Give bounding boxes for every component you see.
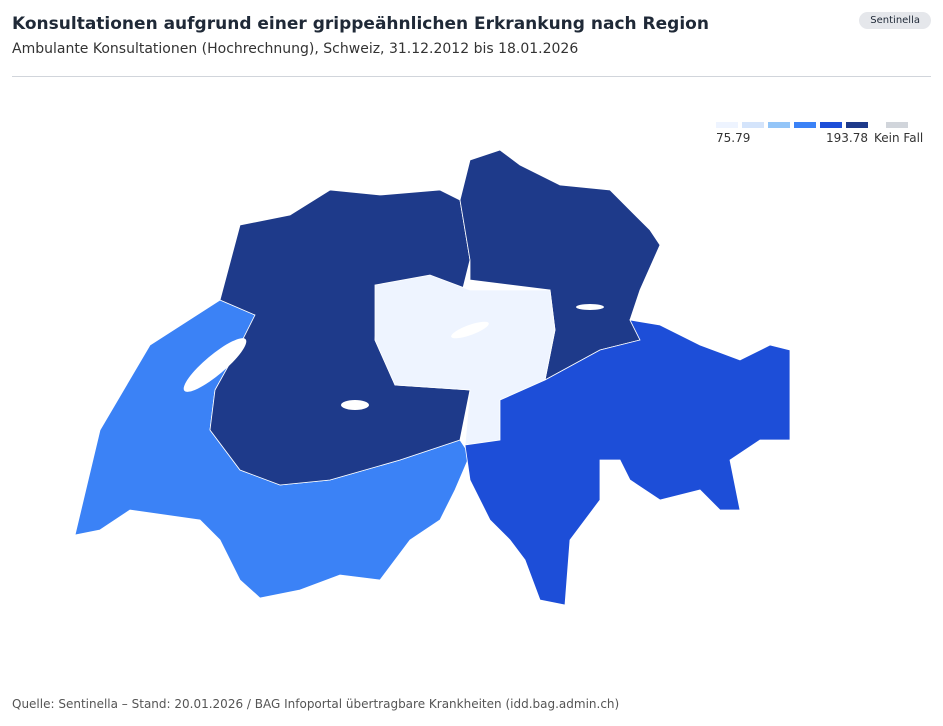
legend-swatch — [742, 122, 764, 128]
legend-swatch — [794, 122, 816, 128]
region — [464, 319, 791, 606]
legend-label: 193.78 — [826, 131, 868, 145]
legend-swatch — [820, 122, 842, 128]
badge: Sentinella — [859, 12, 931, 29]
legend-swatch — [846, 122, 868, 128]
legend-label: 75.79 — [716, 131, 750, 145]
subtitle: Ambulante Konsultationen (Hochrechnung),… — [12, 41, 579, 57]
legend-label: Kein Fall — [874, 131, 923, 145]
legend-swatch — [716, 122, 738, 128]
lake — [576, 304, 604, 310]
title: Konsultationen aufgrund einer grippeähnl… — [12, 14, 709, 34]
region — [459, 149, 661, 381]
divider — [12, 76, 931, 77]
map: 75.79 193.78 Kein Fall — [74, 122, 923, 606]
legend-swatch — [886, 122, 908, 128]
lake — [183, 338, 247, 392]
lake — [451, 321, 489, 339]
lake — [341, 400, 369, 410]
legend-swatch — [768, 122, 790, 128]
source: Quelle: Sentinella – Stand: 20.01.2026 /… — [12, 697, 620, 711]
legend: 75.79 193.78 Kein Fall — [716, 122, 923, 145]
